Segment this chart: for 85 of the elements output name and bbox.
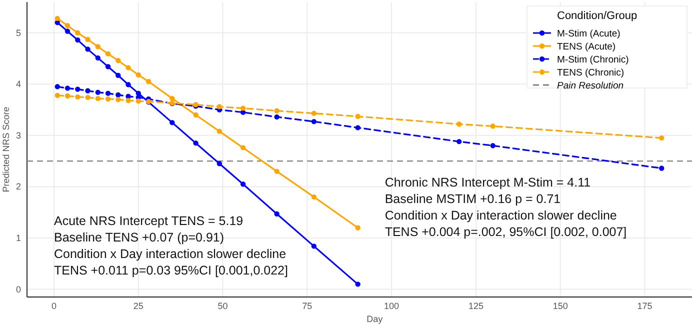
- point: [216, 161, 222, 166]
- legend-title: Condition/Group: [557, 10, 638, 22]
- point: [54, 16, 60, 22]
- point: [54, 84, 60, 90]
- point: [85, 46, 90, 52]
- point: [105, 64, 111, 70]
- point: [105, 90, 111, 96]
- point: [216, 128, 222, 134]
- point: [311, 110, 317, 116]
- point: [146, 78, 152, 84]
- point: [170, 96, 175, 102]
- point: [136, 98, 141, 104]
- point: [126, 82, 131, 88]
- point: [355, 225, 360, 230]
- point: [126, 65, 131, 70]
- point: [105, 51, 111, 56]
- point: [490, 124, 496, 129]
- point: [75, 37, 80, 43]
- point: [116, 92, 121, 98]
- point: [274, 114, 280, 120]
- point: [116, 58, 121, 64]
- point: [95, 55, 100, 61]
- point: [85, 36, 90, 42]
- point: [64, 93, 70, 98]
- point: [193, 112, 198, 118]
- point: [240, 106, 246, 111]
- point: [659, 166, 664, 171]
- point: [136, 72, 141, 78]
- y-tick-label: 4: [16, 79, 21, 90]
- x-tick-label: 100: [384, 301, 400, 311]
- point: [95, 44, 100, 50]
- point: [126, 98, 131, 104]
- point: [64, 86, 70, 91]
- point: [64, 28, 70, 34]
- annotation: Chronic NRS Intercept M-Stim = 4.11 Baseline MSTIM +0.16 p = 0.71 Condition x Day interaction slower decline TENS +0.004 p=.002, 95%CI [0.002, 0.007]: [384, 176, 627, 240]
- x-tick-label: 150: [552, 301, 568, 311]
- point: [85, 94, 90, 100]
- point: [659, 135, 664, 141]
- legend-label: TENS (Chronic): [557, 68, 624, 78]
- point: [193, 140, 198, 146]
- point: [355, 125, 360, 130]
- point: [240, 145, 246, 150]
- point: [64, 23, 70, 28]
- point: [355, 282, 360, 287]
- point: [355, 114, 360, 120]
- y-tick-label: 0: [16, 284, 21, 294]
- point: [95, 90, 100, 95]
- x-tick-label: 0: [51, 301, 57, 311]
- point: [311, 118, 317, 124]
- point: [274, 108, 280, 114]
- x-tick-label: 25: [133, 301, 144, 311]
- legend-label: M-Stim (Chronic): [557, 54, 629, 66]
- point: [75, 94, 80, 100]
- y-tick-label: 1: [16, 233, 21, 243]
- x-tick-label: 75: [302, 301, 312, 311]
- point: [54, 92, 60, 98]
- point: [105, 96, 111, 102]
- point: [75, 86, 80, 92]
- x-tick-label: 50: [218, 301, 228, 311]
- point: [311, 244, 317, 249]
- point: [116, 72, 121, 78]
- point: [95, 96, 100, 102]
- x-tick-label: 175: [637, 301, 652, 311]
- point: [75, 30, 80, 36]
- annotation: Acute NRS Intercept TENS = 5.19 Baseline TENS +0.07 (p=0.91) Condition x Day interaction slower decline TENS +0.011 p=0.03 95%CI [0.001,0.022]: [54, 214, 288, 278]
- x-tick-label: 125: [468, 301, 484, 311]
- point: [456, 138, 462, 144]
- point: [216, 104, 222, 110]
- x-axis-title: Day: [366, 314, 384, 324]
- point: [274, 211, 280, 216]
- point: [116, 96, 121, 102]
- y-tick-label: 5: [16, 28, 21, 38]
- legend-label: TENS (Acute): [557, 42, 616, 52]
- point: [170, 120, 175, 126]
- y-tick-label: 3: [16, 130, 21, 140]
- point: [490, 143, 496, 148]
- legend-label: M-Stim (Acute): [557, 28, 620, 40]
- point: [85, 88, 90, 94]
- legend-label: Pain Resolution: [557, 80, 624, 92]
- point: [274, 168, 280, 174]
- point: [240, 182, 246, 187]
- y-tick-label: 2: [16, 182, 21, 192]
- y-axis-title: Predicted NRS Score: [1, 106, 11, 192]
- point: [456, 122, 462, 127]
- point: [311, 194, 317, 200]
